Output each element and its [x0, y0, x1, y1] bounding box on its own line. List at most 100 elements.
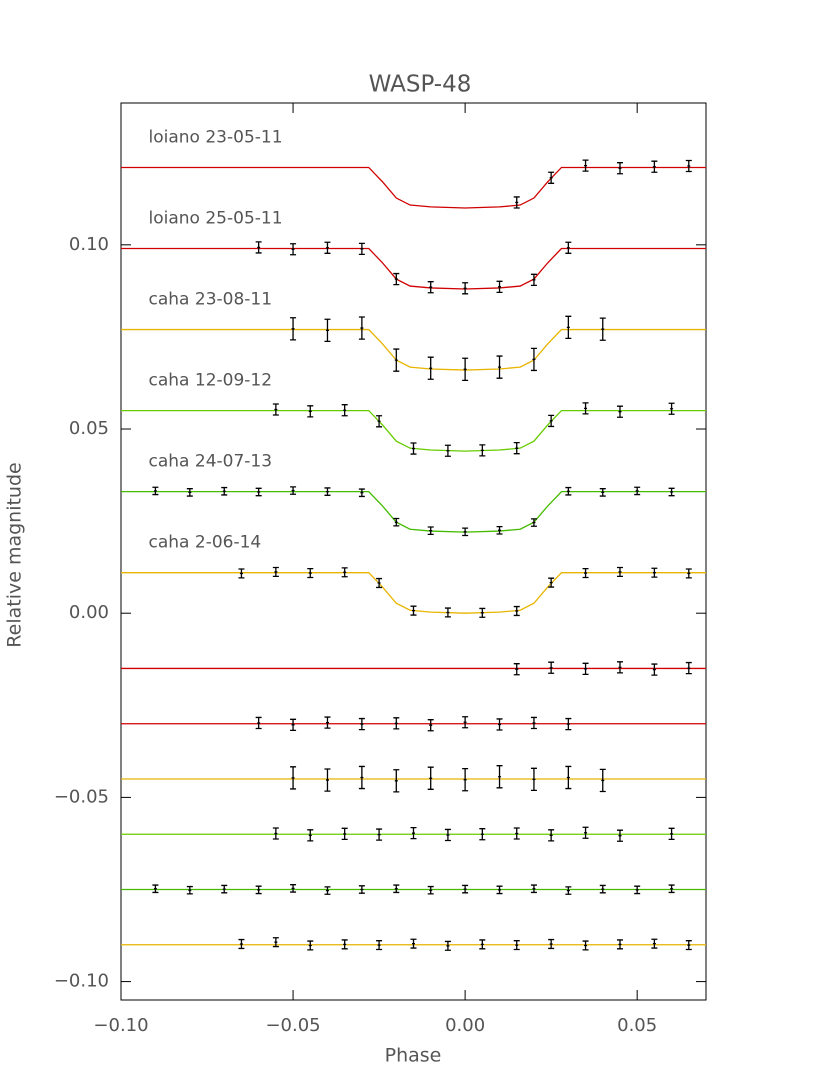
residual-point [651, 938, 658, 949]
residual-point [307, 829, 314, 842]
residual-point [238, 938, 245, 950]
model-curve [121, 490, 706, 533]
data-point [548, 414, 555, 428]
data-point [307, 405, 314, 418]
residual-point [444, 940, 451, 951]
residual-point [462, 716, 469, 729]
data-point [582, 402, 589, 415]
data-point [616, 566, 623, 578]
data-point [565, 315, 572, 340]
residual-point [634, 885, 641, 895]
residual-point [427, 719, 434, 732]
data-point [582, 567, 589, 579]
residual-point [616, 829, 623, 842]
residual-point [376, 940, 383, 951]
residual-point [616, 661, 623, 674]
residual-point [530, 767, 537, 792]
residual-point [462, 768, 469, 792]
data-point [152, 486, 159, 496]
residual-point [393, 717, 400, 730]
residual-point [376, 828, 383, 841]
x-tick-label: 0.05 [617, 1015, 657, 1036]
residual-point [496, 765, 503, 789]
residual-point [599, 884, 606, 894]
data-point [530, 518, 537, 527]
residual-point [393, 769, 400, 793]
model-curve [121, 409, 706, 452]
residual-point [324, 886, 331, 895]
series-label: loiano 23-05-11 [149, 127, 283, 147]
data-point [410, 605, 417, 616]
data-point [530, 347, 537, 372]
residual-point [410, 938, 417, 949]
data-point [272, 566, 279, 578]
residual-point [565, 765, 572, 790]
residual-point [444, 828, 451, 842]
residual-point [358, 765, 365, 790]
data-point [462, 357, 469, 382]
residual-point [479, 939, 486, 950]
data-point [358, 488, 365, 498]
residual-point [341, 939, 348, 950]
residual-point [272, 827, 279, 840]
residual-point [152, 884, 159, 894]
residual-point [530, 716, 537, 730]
residual-point [462, 884, 469, 894]
data-point [290, 243, 297, 256]
data-point [341, 404, 348, 417]
data-point [599, 317, 606, 341]
data-point [290, 317, 297, 341]
residual-point [565, 886, 572, 895]
data-point [668, 402, 675, 415]
residual-point [599, 768, 606, 793]
data-point [651, 160, 658, 173]
residual-point [427, 766, 434, 790]
data-point [221, 486, 228, 496]
data-point [513, 196, 520, 209]
residual-point [290, 766, 297, 790]
residual-point [548, 938, 555, 950]
residual-point [324, 716, 331, 729]
data-point [462, 282, 469, 295]
residual-point [307, 940, 314, 951]
data-point [651, 567, 658, 578]
data-point [255, 487, 262, 497]
data-point [393, 348, 400, 372]
data-point [376, 577, 383, 589]
model-curve [121, 247, 706, 290]
data-point [444, 607, 451, 618]
data-point [376, 415, 383, 428]
data-point [599, 488, 606, 497]
data-point [513, 441, 520, 455]
residual-point [186, 885, 193, 895]
residual-point [221, 884, 228, 894]
series-label: caha 12-09-12 [149, 371, 273, 391]
residual-point [496, 885, 503, 895]
data-point [324, 318, 331, 342]
residual-point [651, 663, 658, 676]
residual-point [565, 717, 572, 731]
residual-point [324, 768, 331, 792]
y-axis-label: Relative magnitude [4, 462, 26, 647]
data-point [255, 241, 262, 254]
data-point [582, 159, 589, 172]
residual-point [548, 829, 555, 842]
x-tick-label: 0.00 [445, 1015, 485, 1036]
chart-title: WASP-48 [369, 72, 472, 98]
residual-point [290, 884, 297, 893]
residual-point [616, 939, 623, 950]
data-point [186, 488, 193, 497]
residual-point [341, 827, 348, 841]
data-point [685, 159, 692, 173]
residual-point [358, 717, 365, 731]
residual-point [685, 940, 692, 951]
series-label: caha 2-06-14 [149, 533, 262, 553]
data-point [513, 605, 520, 617]
residual-point [255, 716, 262, 730]
residual-point [255, 885, 262, 895]
data-point [548, 171, 555, 184]
data-point [548, 577, 555, 588]
residual-point [513, 827, 520, 840]
data-point [496, 525, 503, 535]
